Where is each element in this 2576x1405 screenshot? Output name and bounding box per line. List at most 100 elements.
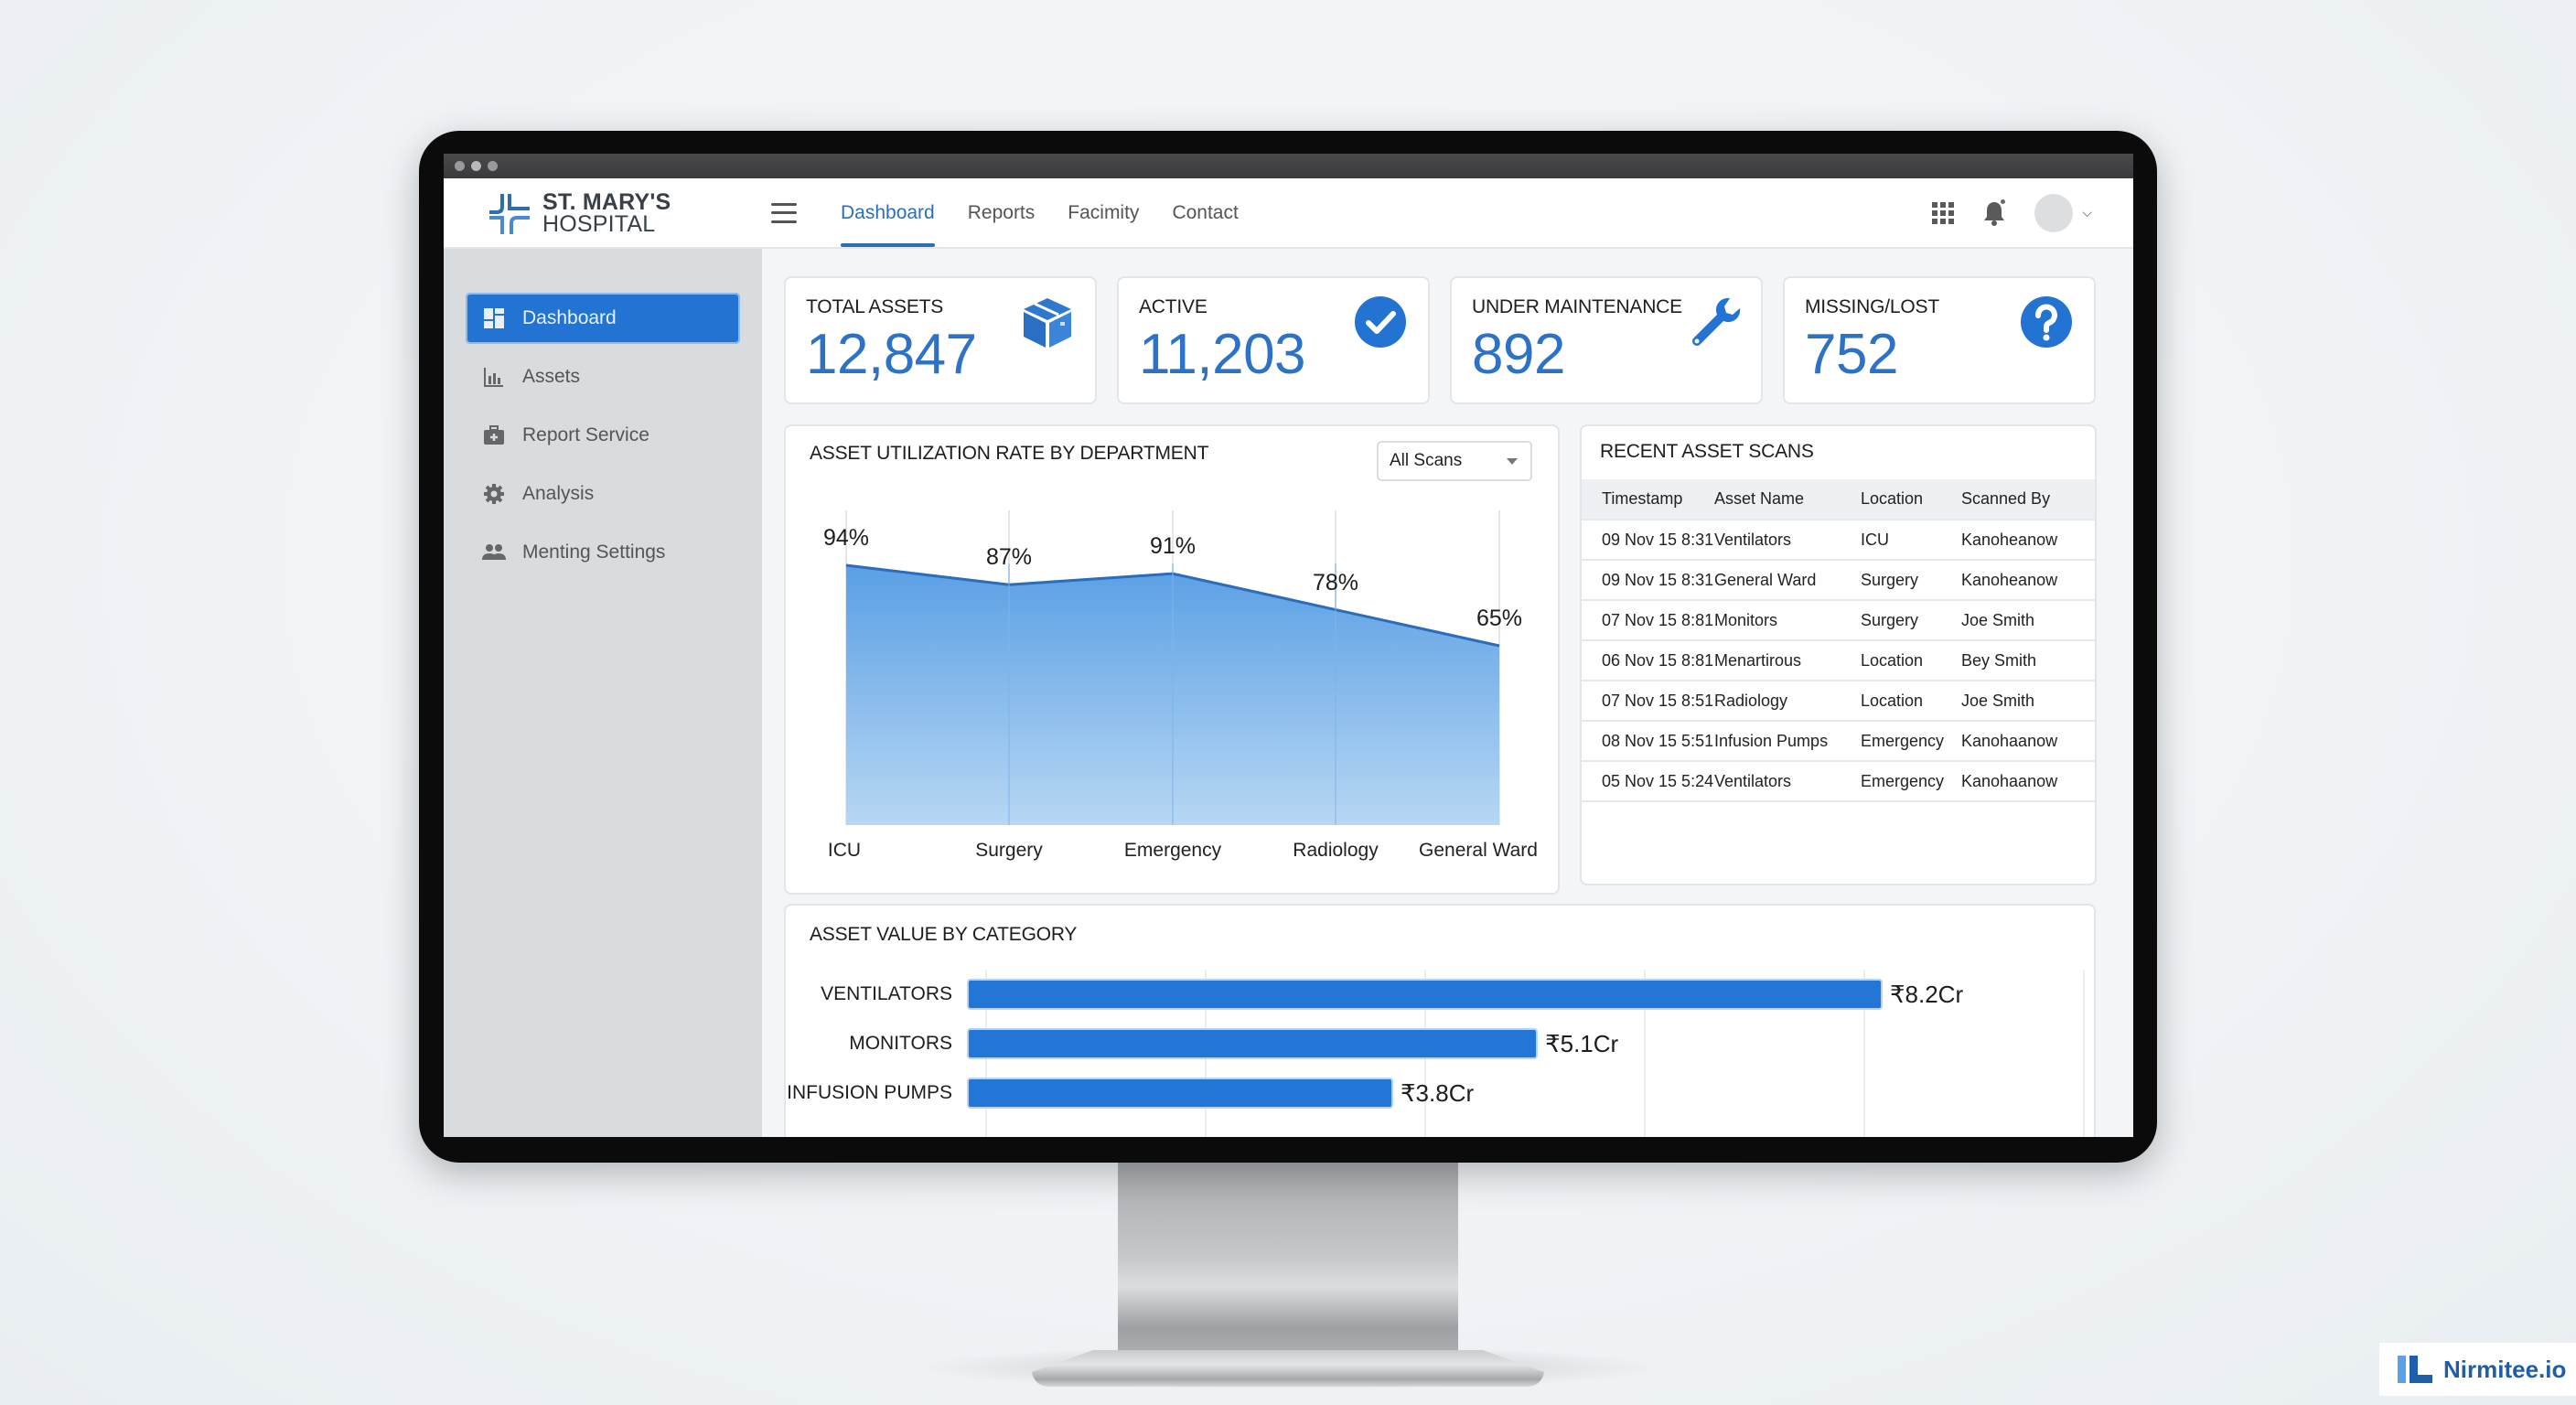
kpi-label: ACTIVE: [1139, 296, 1208, 317]
table-row[interactable]: 09 Nov 15 8:31 General Ward Surgery Kanohea…: [1582, 559, 2095, 600]
table-row[interactable]: 06 Nov 15 8:81 Menartirous Location Bey Smi…: [1582, 639, 2095, 681]
kpi-card-total-assets[interactable]: TOTAL ASSETS 12,847: [784, 276, 1097, 404]
sidebar-item-report-service[interactable]: Report Service: [466, 410, 740, 461]
asset-value-chart-card: ASSET VALUE BY CATEGORY VENTILATORS ₹8.2C…: [784, 904, 2096, 1137]
window-close-button[interactable]: [455, 161, 465, 171]
column-header-timestamp[interactable]: Timestamp: [1582, 479, 1714, 520]
data-label: 91%: [1149, 533, 1197, 560]
dropdown-caret-icon: [1507, 458, 1518, 465]
hospital-logo[interactable]: ST. MARY'S HOSPITAL: [488, 190, 716, 236]
cell-asset-name: Monitors: [1714, 599, 1861, 640]
bar-row: VENTILATORS ₹8.2Cr: [786, 979, 1963, 1010]
cell-timestamp: 09 Nov 15 8:31: [1582, 559, 1714, 600]
nav-tab-contact[interactable]: Contact: [1172, 201, 1239, 223]
main-content: TOTAL ASSETS 12,847 ACTIVE 11,203: [762, 249, 2133, 1137]
hospital-name-line1: ST. MARY'S: [542, 188, 671, 215]
gridline: [2083, 970, 2085, 1137]
header-actions: ⌵: [1932, 178, 2092, 247]
cell-scanned-by: Joe Smith: [1961, 680, 2095, 721]
medical-kit-icon: [482, 424, 506, 447]
monitor-stand-base: [1032, 1350, 1544, 1387]
cell-location: Surgery: [1861, 599, 1961, 640]
cell-asset-name: General Ward: [1714, 559, 1861, 600]
bar[interactable]: [969, 981, 1881, 1008]
kpi-label: UNDER MAINTENANCE: [1472, 296, 1682, 317]
nav-tab-dashboard[interactable]: Dashboard: [824, 178, 951, 247]
bar-category-label: MONITORS: [849, 1033, 952, 1054]
recent-scans-table: Timestamp Asset Name Location Scanned By…: [1582, 479, 2095, 802]
table-row[interactable]: 09 Nov 15 8:31 Ventilators ICU Kanoheanow: [1582, 519, 2095, 560]
table-header-row: Timestamp Asset Name Location Scanned By: [1582, 479, 2095, 520]
window-maximize-button[interactable]: [488, 161, 498, 171]
people-icon: [482, 541, 506, 564]
gear-icon: [482, 482, 506, 506]
column-header-asset-name[interactable]: Asset Name: [1714, 479, 1861, 520]
sidebar-item-label: Analysis: [522, 483, 595, 504]
hospital-cross-logo-icon: [489, 193, 530, 234]
cell-asset-name: Ventilators: [1714, 519, 1861, 560]
cell-asset-name: Radiology: [1714, 680, 1861, 721]
hospital-name-line2: HOSPITAL: [542, 210, 656, 237]
scan-filter-dropdown[interactable]: All Scans: [1377, 441, 1532, 481]
bar[interactable]: [969, 1079, 1392, 1107]
nirmitee-watermark[interactable]: Nirmitee.io: [2379, 1343, 2576, 1396]
recent-scans-title: RECENT ASSET SCANS: [1600, 441, 1814, 462]
top-nav: Dashboard Reports Facimity Contact: [824, 178, 1255, 247]
table-row[interactable]: 05 Nov 15 5:24 Ventilators Emergency Kanoha…: [1582, 760, 2095, 802]
nav-tab-facimity[interactable]: Facimity: [1068, 201, 1140, 223]
screen: ST. MARY'S HOSPITAL Dashboard Reports Fa…: [444, 154, 2133, 1137]
gridline: [1644, 970, 1646, 1137]
sidebar-item-assets[interactable]: Assets: [466, 351, 740, 402]
utilization-chart-card: ASSET UTILIZATION RATE BY DEPARTMENT All…: [784, 424, 1560, 895]
x-axis-label: Surgery: [975, 840, 1043, 861]
bar-value-label: ₹3.8Cr: [1401, 1078, 1475, 1107]
bar-category-label: VENTILATORS: [821, 983, 952, 1004]
bar-value-label: ₹8.2Cr: [1890, 980, 1964, 1008]
user-menu[interactable]: ⌵: [2034, 193, 2092, 232]
chevron-down-icon: ⌵: [2082, 205, 2092, 220]
bar-row: MONITORS ₹5.1Cr: [786, 1028, 1618, 1059]
cell-scanned-by: Kanoheanow: [1961, 519, 2095, 560]
window-minimize-button[interactable]: [471, 161, 481, 171]
scan-filter-value: All Scans: [1390, 451, 1463, 470]
cell-scanned-by: Kanohaanow: [1961, 760, 2095, 802]
sidebar-item-dashboard[interactable]: Dashboard: [466, 293, 740, 344]
kpi-row: TOTAL ASSETS 12,847 ACTIVE 11,203: [784, 276, 2097, 404]
bar-value-label: ₹5.1Cr: [1545, 1029, 1619, 1057]
table-row[interactable]: 08 Nov 15 5:51 Infusion Pumps Emergency Kan…: [1582, 720, 2095, 761]
kpi-card-active[interactable]: ACTIVE 11,203: [1117, 276, 1430, 404]
kpi-card-under-maintenance[interactable]: UNDER MAINTENANCE 892: [1450, 276, 1763, 404]
nav-tab-reports[interactable]: Reports: [967, 201, 1036, 223]
sidebar-item-label: Assets: [522, 366, 581, 387]
recent-scans-card: RECENT ASSET SCANS Timestamp Asset Name …: [1580, 424, 2097, 885]
avatar: [2034, 193, 2074, 232]
sidebar-item-analysis[interactable]: Analysis: [466, 468, 740, 520]
cell-timestamp: 07 Nov 15 8:51: [1582, 680, 1714, 721]
sidebar-item-label: Dashboard: [522, 307, 617, 328]
cell-location: Surgery: [1861, 559, 1961, 600]
table-row[interactable]: 07 Nov 15 8:81 Monitors Surgery Joe Smith: [1582, 599, 2095, 640]
browser-titlebar: [444, 154, 2133, 178]
cell-timestamp: 06 Nov 15 8:81: [1582, 639, 1714, 681]
x-axis-label: Emergency: [1123, 840, 1222, 861]
apps-grid-icon[interactable]: [1932, 201, 1955, 224]
x-axis-label: General Ward: [1419, 840, 1538, 861]
bar[interactable]: [969, 1030, 1537, 1057]
dashboard-icon: [482, 306, 506, 330]
sidebar-item-menting-settings[interactable]: Menting Settings: [466, 527, 740, 578]
kpi-card-missing-lost[interactable]: MISSING/LOST 752: [1783, 276, 2096, 404]
question-circle-icon: [2021, 296, 2072, 348]
cell-timestamp: 08 Nov 15 5:51: [1582, 720, 1714, 761]
table-row[interactable]: 07 Nov 15 8:51 Radiology Location Joe Smith: [1582, 680, 2095, 721]
sidebar-item-label: Menting Settings: [522, 542, 666, 563]
bar-row: INFUSION PUMPS ₹3.8Cr: [786, 1078, 1474, 1109]
column-header-scanned-by[interactable]: Scanned By: [1961, 479, 2095, 520]
cell-timestamp: 07 Nov 15 8:81: [1582, 599, 1714, 640]
nirmitee-logo-icon: [2398, 1356, 2432, 1383]
cell-scanned-by: Bey Smith: [1961, 639, 2095, 681]
notifications-button[interactable]: [1981, 197, 2008, 227]
cell-location: Emergency: [1861, 720, 1961, 761]
data-label: 78%: [1312, 569, 1359, 595]
column-header-location[interactable]: Location: [1861, 479, 1961, 520]
menu-icon[interactable]: [771, 202, 797, 223]
